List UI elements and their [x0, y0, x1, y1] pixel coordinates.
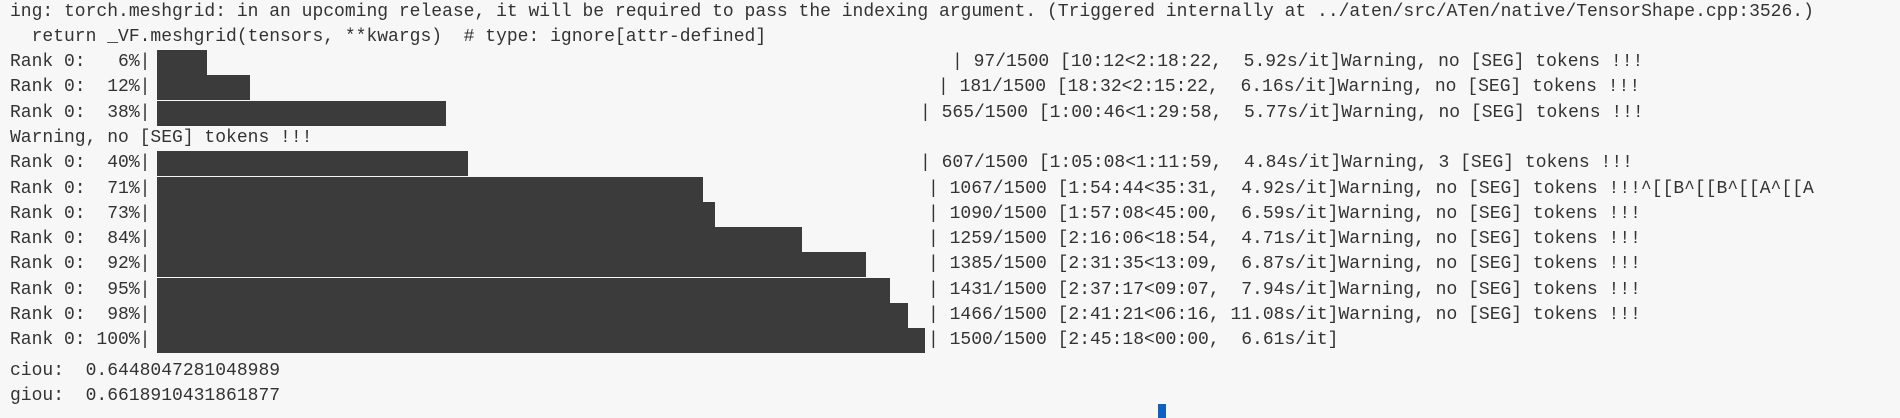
progress-bar-fill — [157, 50, 207, 75]
progress-stats: | 1090/1500 [1:57:08<45:00, 6.59s/it]War… — [928, 203, 1641, 224]
progress-row: Rank 0: 40%| | 607/1500 [1:05:08<1:11:59,… — [0, 151, 1890, 177]
text-cursor — [1158, 404, 1166, 418]
progress-label: Rank 0: 12%| — [10, 77, 151, 98]
progress-bar-fill — [157, 303, 908, 328]
progress-row: Rank 0: 6%| | 97/1500 [10:12<2:18:22, 5.9… — [0, 50, 1890, 75]
progress-label: Rank 0: 40%| — [10, 153, 151, 174]
progress-label: Rank 0: 98%| — [10, 305, 151, 325]
progress-stats: | 1067/1500 [1:54:44<35:31, 4.92s/it]War… — [928, 178, 1814, 199]
warning-line: ing: torch.meshgrid: in an upcoming rele… — [10, 2, 1814, 22]
progress-row: Rank 0: 12%| | 181/1500 [18:32<2:15:22, 6… — [0, 75, 1890, 101]
progress-label: Rank 0: 100%| — [10, 330, 151, 351]
progress-bar-fill — [157, 328, 925, 354]
progress-stats: | 1431/1500 [2:37:17<09:07, 7.94s/it]War… — [928, 279, 1641, 300]
progress-row: Rank 0: 84%| | 1259/1500 [2:16:06<18:54, … — [0, 227, 1890, 253]
progress-row: Rank 0: 98%| | 1466/1500 [2:41:21<06:16, … — [0, 303, 1890, 328]
progress-label: Rank 0: 38%| — [10, 102, 151, 123]
progress-stats: | 1500/1500 [2:45:18<00:00, 6.61s/it] — [928, 330, 1339, 351]
progress-stats: | 1259/1500 [2:16:06<18:54, 4.71s/it]War… — [928, 229, 1641, 250]
progress-stats: | 565/1500 [1:00:46<1:29:58, 5.77s/it]Wa… — [920, 102, 1644, 123]
progress-bar-fill — [157, 176, 704, 202]
progress-stats: | 1466/1500 [2:41:21<06:16, 11.08s/it]Wa… — [928, 305, 1641, 325]
progress-label: Rank 0: 84%| — [10, 229, 151, 250]
progress-row: Rank 0: 73%| | 1090/1500 [1:57:08<45:00, … — [0, 201, 1890, 227]
progress-bar-fill — [157, 75, 250, 101]
ciou-metric: ciou: 0.6448047281048989 — [10, 361, 281, 381]
progress-label: Rank 0: 6%| — [10, 52, 151, 72]
progress-label: Rank 0: 95%| — [10, 279, 151, 300]
progress-bar-fill — [157, 277, 890, 303]
progress-row: Rank 0: 92%| | 1385/1500 [2:31:35<13:09, … — [0, 252, 1890, 278]
progress-label: Rank 0: 73%| — [10, 203, 151, 224]
return-line: return _VF.meshgrid(tensors, **kwargs) #… — [10, 27, 767, 47]
progress-bar-fill — [157, 201, 716, 227]
progress-stats: | 97/1500 [10:12<2:18:22, 5.92s/it]Warni… — [952, 52, 1644, 72]
progress-row: Rank 0: 95%| | 1431/1500 [2:37:17<09:07, … — [0, 277, 1890, 303]
progress-label: Rank 0: 92%| — [10, 254, 151, 275]
progress-row: Rank 0: 100%| | 1500/1500 [2:45:18<00:00,… — [0, 328, 1890, 354]
progress-bar-fill — [157, 252, 867, 278]
giou-metric: giou: 0.6618910431861877 — [10, 386, 281, 406]
progress-label: Warning, no [SEG] tokens !!! — [10, 127, 313, 148]
progress-stats: | 1385/1500 [2:31:35<13:09, 6.87s/it]War… — [928, 254, 1641, 275]
progress-stats: | 607/1500 [1:05:08<1:11:59, 4.84s/it]Wa… — [920, 153, 1633, 174]
progress-bar-fill — [157, 100, 447, 126]
progress-bar-fill — [157, 227, 802, 253]
progress-stats: | 181/1500 [18:32<2:15:22, 6.16s/it]Warn… — [938, 77, 1641, 98]
progress-label: Rank 0: 71%| — [10, 178, 151, 199]
progress-row: Rank 0: 38%| | 565/1500 [1:00:46<1:29:58,… — [0, 100, 1890, 126]
progress-row: Rank 0: 71%| | 1067/1500 [1:54:44<35:31, … — [0, 176, 1890, 202]
progress-bar-fill — [157, 151, 468, 177]
warning-row: Warning, no [SEG] tokens !!! — [0, 126, 1890, 151]
